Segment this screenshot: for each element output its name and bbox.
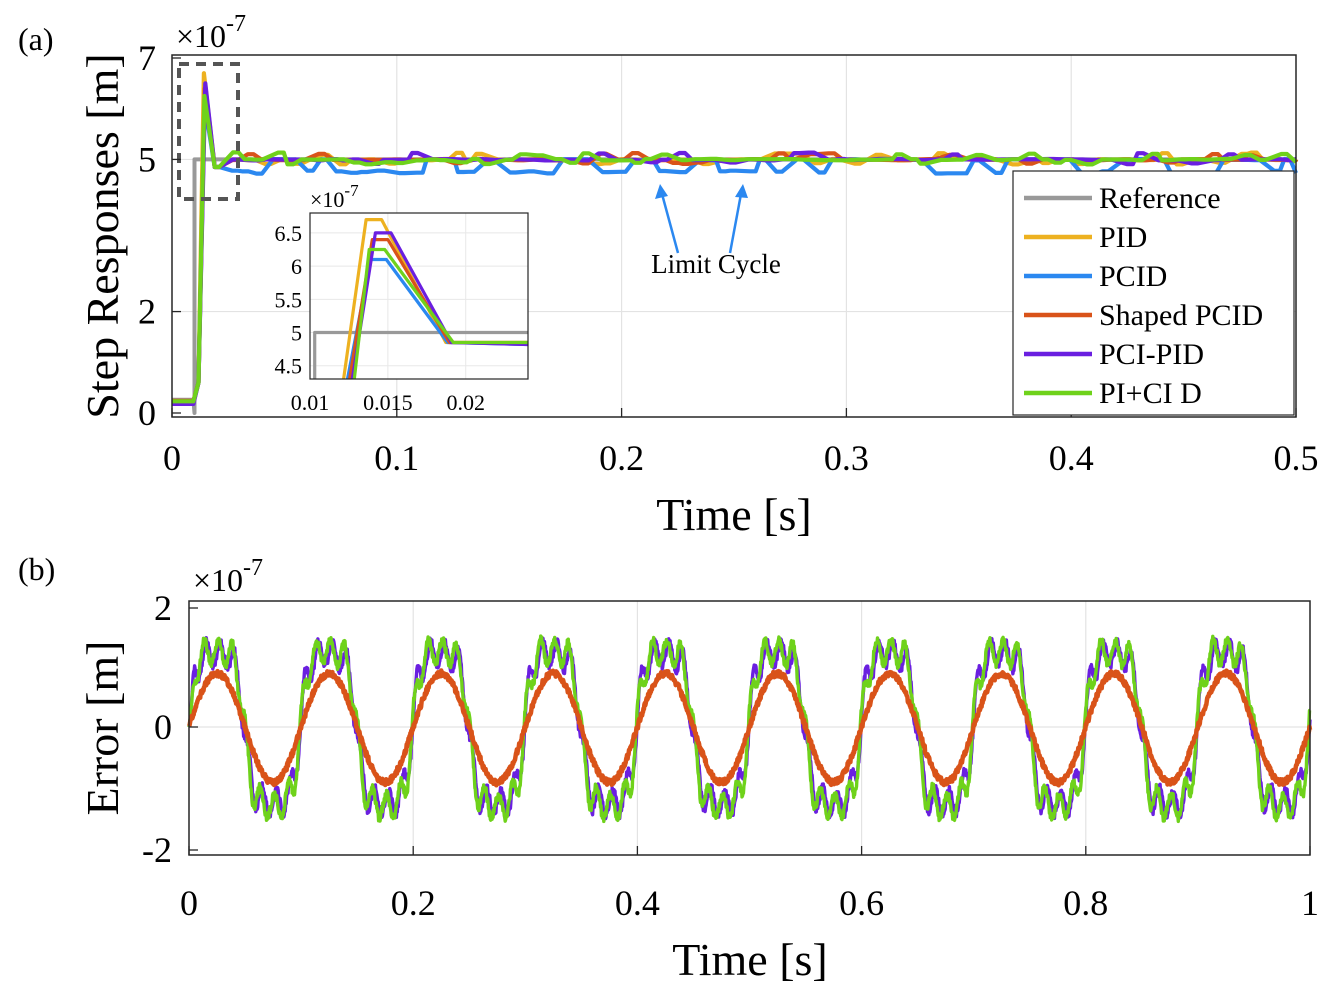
panel-b-ylabel: Error [m]: [77, 641, 128, 816]
panel-b-series-line-pi-ci-d: [187, 634, 1312, 824]
panel-a-ytick-label: 7: [138, 38, 156, 78]
legend-label-pcid: PCID: [1099, 260, 1167, 293]
panel-b-series-line-shaped-pcid: [187, 668, 1313, 788]
limit-cycle-label: Limit Cycle: [651, 249, 781, 279]
panel-a-series-line-pi-ci-d: [172, 93, 1298, 404]
panel-a-xtick-label: 0: [163, 438, 181, 478]
panel-b-frame: [188, 600, 1311, 856]
panel-a-label: (a): [18, 21, 54, 57]
inset-xtick-label: 0.015: [363, 390, 413, 415]
panel-a-ytick-label: 5: [138, 139, 156, 179]
panel-a-xtick-label: 0.2: [599, 438, 644, 478]
panel-a-exponent-base: ×10: [176, 18, 226, 54]
panel-a-series: [172, 71, 1299, 415]
inset-ytick-label: 6.5: [275, 221, 303, 246]
panel-b-ytick-label: 2: [154, 588, 172, 628]
panel-a-ticks: 0 0.1 0.2 0.3 0.4 0.5 0 2 5 7: [138, 38, 1319, 478]
panel-a-xtick-label: 0.3: [824, 438, 869, 478]
panel-a-ylabel: Step Responses [m]: [77, 53, 128, 418]
panel-a-zoom-box: [177, 62, 240, 201]
inset-frame: [309, 212, 529, 380]
panel-b-series: [187, 634, 1313, 824]
panel-a-frame: [171, 54, 1297, 418]
legend: Reference PID PCID Shaped PCID PCI-PID PI+CI …: [1012, 170, 1295, 416]
legend-label-pci-pid: PCI-PID: [1099, 338, 1204, 371]
legend-label-pid: PID: [1099, 221, 1147, 254]
legend-label-pi-ci-d: PI+CI D: [1099, 377, 1202, 410]
legend-box: [1012, 170, 1295, 416]
legend-label-shaped-pcid: Shaped PCID: [1099, 299, 1263, 332]
panel-a-xtick-label: 0.4: [1049, 438, 1094, 478]
panel-b-xtick-label: 1: [1301, 883, 1319, 923]
inset-ytick-label: 4.5: [275, 354, 303, 379]
panel-a-exponent-power: -7: [226, 11, 246, 37]
limit-cycle-arrow-1: [660, 193, 680, 254]
inset-series-line-reference: [313, 330, 528, 379]
panel-a-xtick-label: 0.1: [374, 438, 419, 478]
inset-ytick-label: 5.5: [275, 287, 303, 312]
panel-a-xtick-label: 0.5: [1274, 438, 1319, 478]
panel-b-exponent: ×10-7: [193, 555, 263, 598]
inset-xtick-label: 0.01: [291, 390, 330, 415]
inset: 0.01 0.015 0.02 4.5 5 5.5 6 6.5 ×10-7: [275, 181, 529, 415]
panel-b-exponent-power: -7: [243, 555, 263, 581]
inset-ytick-label: 5: [291, 321, 302, 346]
panel-a-exponent: ×10-7: [176, 11, 246, 54]
panel-b-xtick-label: 0.4: [615, 883, 660, 923]
legend-items: Reference PID PCID Shaped PCID PCI-PID PI+CI …: [1024, 182, 1263, 410]
panel-a-ytick-label: 0: [138, 393, 156, 433]
inset-exponent-base: ×10: [310, 187, 344, 212]
panel-b-xtick-label: 0: [180, 883, 198, 923]
inset-series: [313, 218, 528, 379]
limit-cycle-arrow-2: [728, 193, 743, 254]
limit-cycle-arrowhead-2: [735, 184, 748, 198]
panel-b: (b) 0 0.2 0.4 0.6 0.8 1-202 ×10-7 Time [s] Er…: [18, 551, 1319, 985]
panel-b-ticks: 0 0.2 0.4 0.6 0.8 1-202: [142, 588, 1319, 923]
panel-b-xtick-label: 0.2: [391, 883, 436, 923]
panel-a-ytick-label: 2: [138, 292, 156, 332]
limit-cycle-arrowhead-1: [655, 184, 668, 199]
inset-ytick-label: 6: [291, 254, 302, 279]
inset-series-line-pi-ci-d: [352, 247, 528, 379]
inset-xtick-label: 0.02: [446, 390, 485, 415]
panel-b-ytick-label: -2: [142, 830, 172, 870]
panel-a-xlabel: Time [s]: [656, 489, 812, 540]
panel-b-xlabel: Time [s]: [672, 934, 828, 985]
panel-b-xtick-label: 0.8: [1063, 883, 1108, 923]
legend-label-reference: Reference: [1099, 182, 1221, 215]
inset-exponent-power: -7: [344, 181, 359, 200]
inset-ticks: 0.01 0.015 0.02 4.5 5 5.5 6 6.5: [275, 221, 485, 415]
panel-b-exponent-base: ×10: [193, 562, 243, 598]
panel-b-xtick-label: 0.6: [839, 883, 884, 923]
limit-cycle-annotation: Limit Cycle: [651, 184, 781, 279]
panel-b-label: (b): [18, 551, 55, 587]
inset-exponent: ×10-7: [310, 181, 359, 212]
panel-b-ytick-label: 0: [154, 707, 172, 747]
